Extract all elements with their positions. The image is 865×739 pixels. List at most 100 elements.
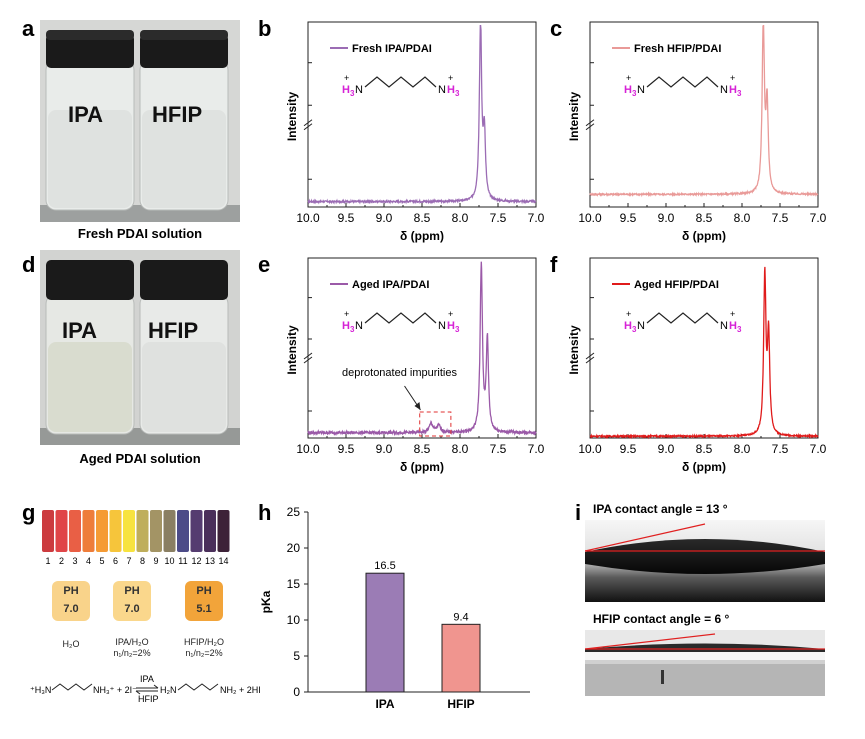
molecule-h-left: H <box>342 320 350 332</box>
ph-number: 3 <box>72 556 77 566</box>
panel-letter-b: b <box>258 16 272 41</box>
caption-fresh: Fresh PDAI solution <box>77 226 203 241</box>
ph-swatch <box>190 510 203 552</box>
x-tick-label: 8.0 <box>452 211 469 225</box>
y-axis-label: Intensity <box>285 325 299 375</box>
spectrum-line <box>307 261 537 437</box>
vial-label-ipa-aged: IPA <box>62 318 97 343</box>
x-category-label: HFIP <box>447 697 474 711</box>
equation-lhs: ⁺H₃N <box>30 685 51 695</box>
ph-number: 1 <box>45 556 50 566</box>
x-tick-label: 7.5 <box>772 211 789 225</box>
molecule-plus-left: + <box>626 73 631 83</box>
axis-break-mark <box>585 352 595 360</box>
ph-card-ipa: PH 7.0 <box>113 581 151 621</box>
panel-letter-i: i <box>575 500 582 525</box>
x-tick-label: 8.5 <box>414 211 431 225</box>
x-tick-label: 7.0 <box>528 211 545 225</box>
ph-swatch <box>55 510 68 552</box>
molecule-plus-left: + <box>626 309 631 319</box>
molecule-plus-left: + <box>344 309 349 319</box>
vial-illustration-aged: IPA HFIP <box>40 250 240 445</box>
molecule-h-left: H <box>342 84 350 96</box>
legend-label: Aged HFIP/PDAI <box>634 279 719 291</box>
x-axis-label: δ (ppm) <box>400 229 444 243</box>
ph-swatch <box>42 510 54 552</box>
contact-angle-hfip-photo <box>585 630 825 696</box>
molecule-n-right: N <box>720 84 728 96</box>
vial-label-hfip-fresh: HFIP <box>152 102 202 127</box>
molecule-sub-right: 3 <box>455 325 460 334</box>
ph-number: 10 <box>164 556 174 566</box>
spectrum-line <box>307 25 537 205</box>
ph-swatch <box>96 510 108 552</box>
ph-number: 8 <box>140 556 145 566</box>
ph-card-value: 7.0 <box>63 603 79 615</box>
molecule-h-right: H <box>447 320 455 332</box>
x-tick-label: 7.5 <box>490 211 507 225</box>
x-tick-label: 7.5 <box>772 442 789 456</box>
y-axis-label: Intensity <box>567 325 581 375</box>
molecule-sub-left: 3 <box>632 325 637 334</box>
axis-break-mark <box>585 119 595 127</box>
caption-aged: Aged PDAI solution <box>79 451 201 466</box>
y-axis-label: Intensity <box>567 92 581 142</box>
molecule-sub-left: 3 <box>632 89 637 98</box>
y-tick-label: 0 <box>293 685 300 699</box>
molecule-plus-left: + <box>344 73 349 83</box>
annotation-arrowhead <box>414 402 421 410</box>
molecule-chain <box>646 76 719 88</box>
vial-photo-aged: IPA HFIP <box>40 250 240 445</box>
x-tick-label: 8.5 <box>696 211 713 225</box>
x-tick-label: 7.0 <box>810 211 827 225</box>
ph-number: 6 <box>113 556 118 566</box>
ph-card-label: PH <box>63 585 79 597</box>
x-tick-label: 9.5 <box>620 211 637 225</box>
x-tick-label: 8.0 <box>734 211 751 225</box>
y-tick-label: 15 <box>287 577 301 591</box>
y-tick-label: 5 <box>293 649 300 663</box>
molecule-n-right: N <box>438 320 446 332</box>
y-tick-label: 20 <box>287 541 301 555</box>
ph-number: 11 <box>178 556 187 566</box>
legend-label: Aged IPA/PDAI <box>352 279 429 291</box>
x-tick-label: 9.0 <box>376 211 393 225</box>
axis-break-mark <box>585 123 595 131</box>
legend-label: Fresh HFIP/PDAI <box>634 43 721 55</box>
ph-ratio-hfip: n₁/n₂=2% <box>185 648 223 658</box>
ph-swatch <box>123 510 135 552</box>
molecule-plus-right: + <box>730 309 735 319</box>
x-tick-label: 9.0 <box>658 211 675 225</box>
ph-number: 5 <box>99 556 104 566</box>
x-tick-label: 8.0 <box>734 442 751 456</box>
x-axis-label: δ (ppm) <box>682 460 726 474</box>
molecule-plus-right: + <box>448 73 453 83</box>
molecule-chain <box>646 312 719 324</box>
molecule-sub-left: 3 <box>350 89 355 98</box>
x-tick-label: 7.0 <box>810 442 827 456</box>
equation-rhs2: NH₂ + 2HI <box>220 685 261 695</box>
x-tick-label: 10.0 <box>578 211 602 225</box>
panel-letter-g: g <box>22 500 36 525</box>
x-tick-label: 9.0 <box>658 442 675 456</box>
molecule-n-right: N <box>438 84 446 96</box>
molecule-n-left: N <box>637 84 645 96</box>
axis-break-mark <box>303 119 313 127</box>
ph-solvent-ipa: IPA/H₂O <box>115 637 149 647</box>
molecule-chain <box>364 76 437 88</box>
molecule-chain <box>364 312 437 324</box>
y-tick-label: 25 <box>287 505 301 519</box>
molecule-structure: +H 3 N N H 3+ <box>624 309 742 334</box>
panel-letter-c: c <box>550 16 563 41</box>
bar <box>441 623 481 693</box>
bar-value-label: 9.4 <box>453 611 468 623</box>
y-tick-label: 10 <box>287 613 301 627</box>
panel-letter-d: d <box>22 252 36 277</box>
axis-break-mark <box>585 356 595 364</box>
y-axis-label: pKa <box>259 590 273 613</box>
ph-number: 14 <box>218 556 228 566</box>
droplet-ipa-illustration <box>585 520 825 602</box>
molecule-structure: +H 3 N N H 3+ <box>342 73 460 98</box>
